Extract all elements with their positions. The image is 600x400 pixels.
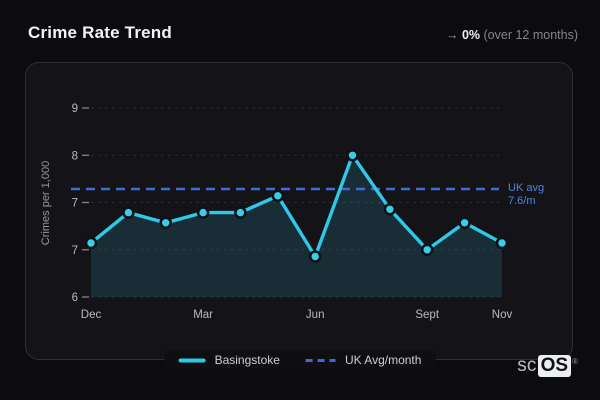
scos-logo: sc OS ®: [517, 355, 578, 377]
uk-avg-label-line2: 7.6/m: [508, 195, 536, 207]
data-point[interactable]: [420, 243, 434, 257]
data-point[interactable]: [383, 203, 397, 216]
data-point[interactable]: [346, 149, 359, 162]
trend-period: (over 12 months): [483, 28, 578, 42]
legend-label: Basingstoke: [214, 353, 280, 367]
chart-legend: Basingstoke UK Avg/month: [164, 351, 436, 369]
data-point[interactable]: [458, 216, 471, 230]
trend-arrow-icon: →: [445, 28, 459, 42]
data-point[interactable]: [122, 206, 135, 219]
solid-line-swatch-icon: [178, 358, 206, 362]
logo-box: OS: [537, 355, 572, 377]
data-point[interactable]: [84, 236, 98, 250]
y-tick-label: 8: [72, 150, 78, 162]
crime-trend-card: 6 7 7 8 9 Dec Mar Jun Sept Nov Crimes per 1,000 UK …: [25, 62, 573, 360]
data-point[interactable]: [271, 189, 285, 203]
x-tick-label: Nov: [492, 309, 513, 321]
data-point[interactable]: [308, 250, 322, 263]
legend-label: UK Avg/month: [344, 353, 422, 367]
registered-mark: ®: [572, 357, 578, 366]
data-point[interactable]: [196, 206, 210, 219]
x-tick-label: Jun: [306, 309, 325, 321]
y-axis-title: Crimes per 1,000: [40, 161, 52, 245]
y-tick-label: 9: [72, 103, 78, 115]
legend-item-basingstoke[interactable]: Basingstoke: [178, 353, 280, 367]
legend-item-uk-avg[interactable]: UK Avg/month: [305, 353, 422, 367]
x-tick-label: Mar: [193, 309, 213, 321]
x-tick-label: Sept: [415, 309, 439, 321]
y-tick-label: 7: [72, 245, 78, 257]
data-point[interactable]: [495, 236, 509, 250]
y-tick-label: 7: [72, 198, 78, 210]
data-point[interactable]: [159, 216, 172, 230]
logo-prefix: sc: [517, 355, 537, 376]
x-tick-label: Dec: [81, 309, 102, 321]
data-point[interactable]: [234, 206, 247, 219]
trend-value: 0%: [461, 28, 481, 42]
uk-avg-label-line1: UK avg: [508, 182, 544, 194]
y-tick-label: 6: [72, 292, 78, 304]
dashed-line-swatch-icon: [305, 358, 336, 362]
page-title: Crime Rate Trend: [28, 23, 172, 42]
trend-chart: 6 7 7 8 9 Dec Mar Jun Sept Nov Crimes per 1,000 UK …: [40, 103, 544, 321]
trend-summary: → 0% (over 12 months): [446, 28, 578, 42]
trend-line: [89, 153, 504, 259]
